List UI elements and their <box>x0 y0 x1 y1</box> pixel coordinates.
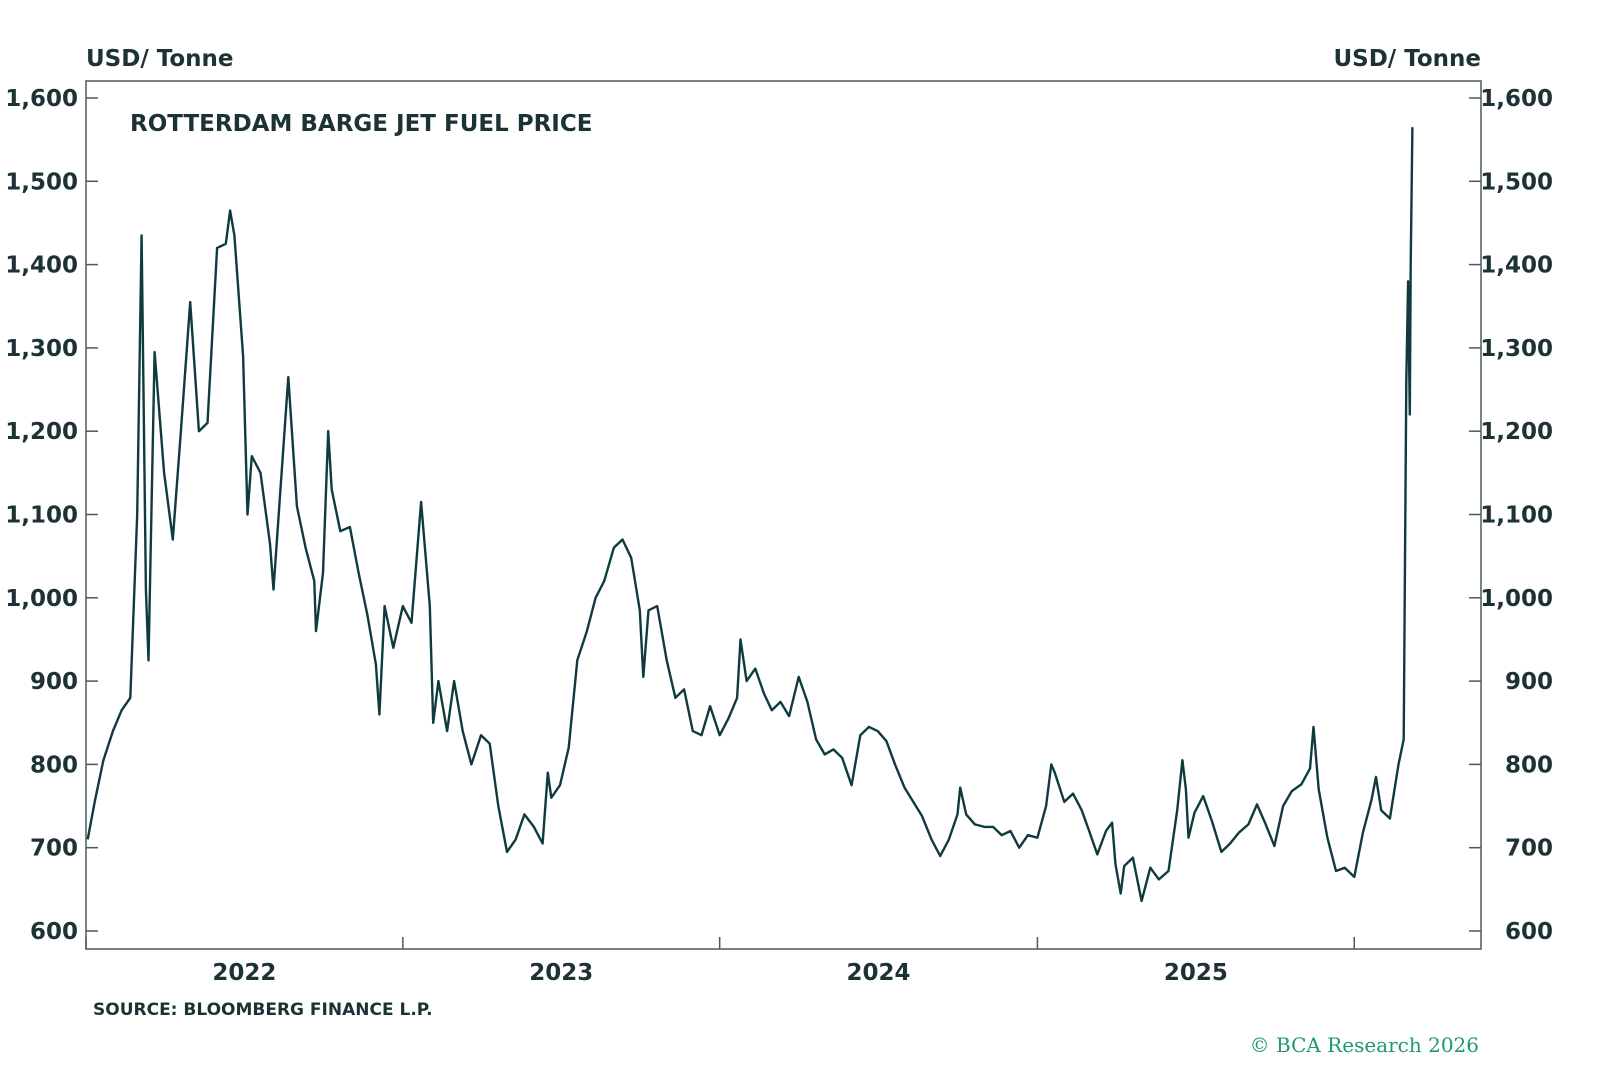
y-tick-label-right: 700 <box>1505 836 1553 862</box>
y-tick-label-right: 1,100 <box>1480 503 1553 529</box>
y-axis-left-unit-label: USD/ Tonne <box>86 46 234 72</box>
y-tick-label-left: 800 <box>30 752 78 778</box>
x-tick-label: 2024 <box>847 960 911 986</box>
y-tick-label-right: 1,600 <box>1480 86 1553 112</box>
y-axis-ticks: 600 600 700 700 800 800 900 900 1,000 1,000 1,100 1… <box>5 86 1553 945</box>
y-tick-label-left: 1,400 <box>5 253 78 279</box>
y-tick-label-left: 1,000 <box>5 586 78 612</box>
y-tick-label-left: 1,500 <box>5 169 78 195</box>
chart-title: ROTTERDAM BARGE JET FUEL PRICE <box>130 111 592 137</box>
y-tick-label-right: 900 <box>1505 669 1553 695</box>
y-tick-label-left: 1,100 <box>5 503 78 529</box>
x-tick-label: 2022 <box>212 960 276 986</box>
source-note: SOURCE: BLOOMBERG FINANCE L.P. <box>93 1000 433 1020</box>
plot-frame <box>85 80 1482 950</box>
y-tick-label-right: 1,000 <box>1480 586 1553 612</box>
y-tick-label-right: 600 <box>1505 919 1553 945</box>
y-axis-right-unit-label: USD/ Tonne <box>1333 46 1481 72</box>
y-tick-label-left: 1,600 <box>5 86 78 112</box>
x-tick-label: 2025 <box>1164 960 1228 986</box>
x-tick-label: 2023 <box>529 960 593 986</box>
y-tick-label-left: 1,300 <box>5 336 78 362</box>
x-axis-ticks: 2022 2023 2024 2025 <box>85 937 1356 986</box>
y-tick-label-left: 700 <box>30 836 78 862</box>
y-tick-label-right: 800 <box>1505 752 1553 778</box>
y-tick-label-right: 1,200 <box>1480 419 1553 445</box>
y-tick-label-left: 1,200 <box>5 419 78 445</box>
y-tick-label-left: 600 <box>30 919 78 945</box>
series-line-jet-fuel-price <box>86 127 1414 903</box>
bca-research-logo: © BCA Research 2026 <box>1250 1033 1479 1057</box>
y-tick-label-right: 1,500 <box>1480 169 1553 195</box>
y-tick-label-right: 1,400 <box>1480 253 1553 279</box>
y-tick-label-left: 900 <box>30 669 78 695</box>
y-tick-label-right: 1,300 <box>1480 336 1553 362</box>
